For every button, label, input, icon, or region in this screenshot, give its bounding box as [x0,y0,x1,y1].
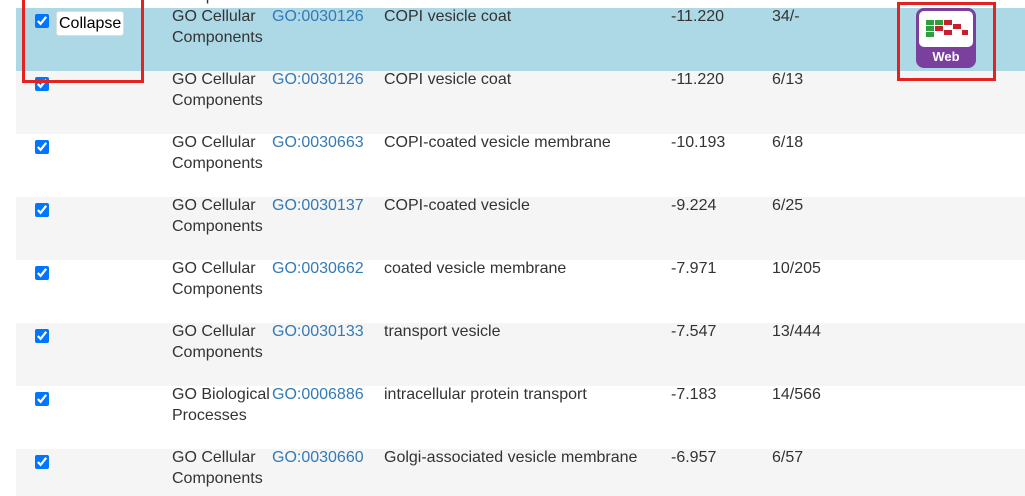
row-checkbox[interactable] [35,392,49,406]
cell-category: GO Cellular Components [172,197,263,235]
table-row: GO Cellular Components GO:0030660 Golgi-as… [16,449,1025,496]
cell-term: COPI-coated vesicle [384,197,530,214]
cell-term: COPI vesicle coat [384,71,512,88]
table-row: Collapse GO Cellular Components GO:0030126… [16,8,1025,71]
cell-ratio: 34/- [772,8,800,25]
cell-ratio: 6/18 [772,134,804,151]
cell-logp: -9.224 [671,197,717,214]
highlight-box [22,0,144,83]
cell-category: GO Cellular Components [172,323,263,361]
cell-ratio: 6/57 [772,449,804,466]
row-checkbox[interactable] [35,14,49,28]
go-link[interactable]: GO:0030662 [272,260,364,277]
row-fragment: Components [172,0,263,6]
row-checkbox[interactable] [35,203,49,217]
cell-ratio: 6/25 [772,197,804,214]
go-link[interactable]: GO:0006886 [272,386,364,403]
cell-ratio: 10/205 [772,260,821,277]
row-checkbox[interactable] [35,329,49,343]
cell-category: GO Cellular Components [172,8,263,46]
cell-logp: -7.547 [671,323,717,340]
cell-ratio: 14/566 [772,386,821,403]
go-link[interactable]: GO:0030663 [272,134,364,151]
cell-logp: -10.193 [671,134,726,151]
go-link[interactable]: GO:0030126 [272,8,364,25]
cell-term: COPI-coated vesicle membrane [384,134,611,151]
cell-category: GO Cellular Components [172,134,263,172]
go-link[interactable]: GO:0030660 [272,449,364,466]
cell-ratio: 13/444 [772,323,821,340]
cell-logp: -11.220 [671,8,725,25]
cell-logp: -7.971 [671,260,717,277]
table-row: GO Cellular Components GO:0030133 transpor… [16,323,1025,386]
row-checkbox[interactable] [35,266,49,280]
cell-term: transport vesicle [384,323,501,340]
collapse-button[interactable]: Collapse [56,11,125,36]
row-checkbox[interactable] [35,455,49,469]
highlight-box [897,2,996,81]
cell-ratio: 6/13 [772,71,804,88]
cell-term: coated vesicle membrane [384,260,567,277]
table-row: GO Cellular Components GO:0030662 coated v… [16,260,1025,323]
cell-category: GO Biological Processes [172,386,270,424]
go-link[interactable]: GO:0030137 [272,197,364,214]
row-checkbox[interactable] [35,140,49,154]
cell-term: intracellular protein transport [384,386,587,403]
cell-logp: -7.183 [671,386,717,403]
table-row: GO Biological Processes GO:0006886 intrace… [16,386,1025,449]
web-icon-graphic: Web [919,11,973,64]
cell-logp: -11.220 [671,71,725,88]
cell-logp: -6.957 [671,449,717,466]
go-link[interactable]: GO:0030133 [272,323,364,340]
cell-category: GO Cellular Components [172,71,263,109]
cell-term: Golgi-associated vesicle membrane [384,449,638,466]
cell-category: GO Cellular Components [172,260,263,298]
table-row: GO Cellular Components GO:0030137 COPI-coa… [16,197,1025,260]
web-icon[interactable]: Web [916,8,976,68]
table-row: GO Cellular Components GO:0030126 COPI ves… [16,71,1025,134]
table-row: GO Cellular Components GO:0030663 COPI-coa… [16,134,1025,197]
go-link[interactable]: GO:0030126 [272,71,364,88]
web-label: Web [932,49,959,64]
cell-term: COPI vesicle coat [384,8,512,25]
cell-category: GO Cellular Components [172,449,263,487]
